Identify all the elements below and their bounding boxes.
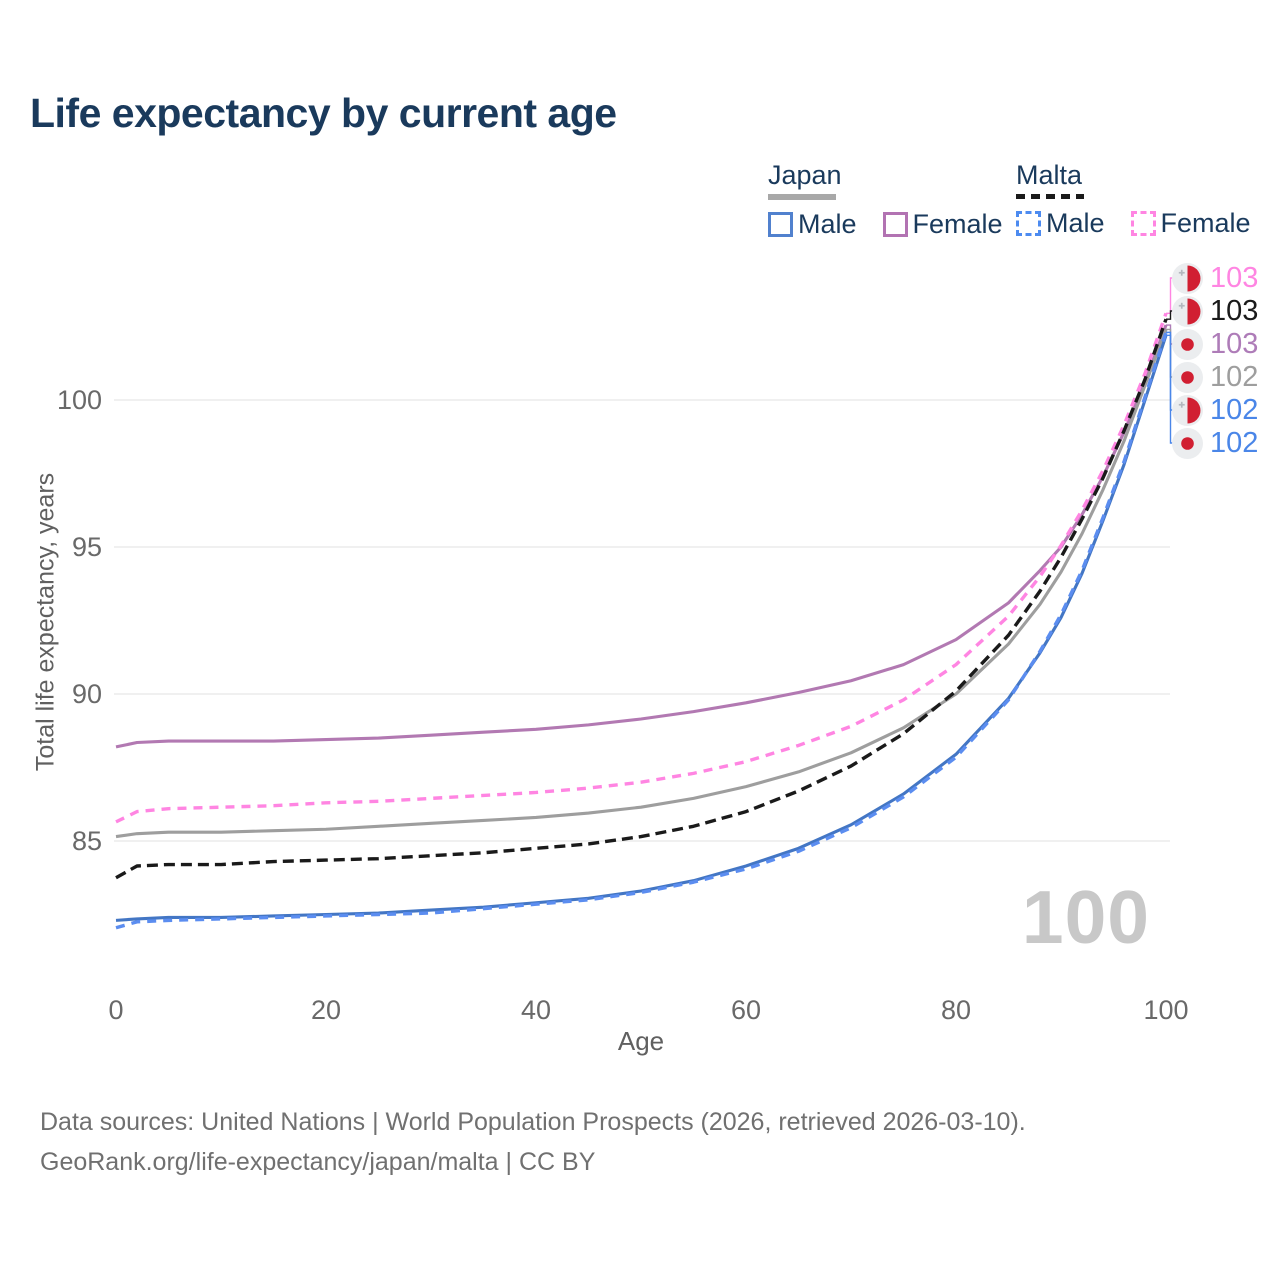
legend-malta-male[interactable]: Male [1016, 208, 1105, 239]
malta-total-line-swatch [1016, 194, 1084, 199]
end-label-row: 103 [1172, 261, 1258, 295]
chart-title: Life expectancy by current age [30, 90, 617, 136]
legend-malta-label: Malta [1016, 160, 1083, 190]
series-line-malta-female[interactable] [115, 312, 1168, 824]
legend-japan-female-label: Female [912, 209, 1003, 239]
legend-japan-label: Japan [768, 160, 842, 190]
malta-flag-icon [1172, 295, 1203, 327]
series-line-malta-total[interactable] [115, 318, 1168, 880]
malta-female-swatch-icon [1130, 211, 1156, 236]
x-tick-label-100: 100 [1143, 995, 1189, 1025]
malta-flag-badge [1172, 394, 1203, 426]
end-label-row: 102 [1172, 360, 1258, 394]
end-value-malta-female: 103 [1210, 261, 1259, 294]
x-axis-label: Age [617, 1026, 665, 1056]
age-watermark: 100 [1021, 875, 1150, 959]
japan-flag-badge [1172, 361, 1203, 393]
legend-japan-male[interactable]: Male [768, 209, 857, 240]
x-tick-label-0: 0 [108, 995, 124, 1025]
x-tick-label-20: 20 [310, 995, 342, 1025]
legend-malta-male-label: Male [1046, 208, 1105, 238]
japan-flag-badge [1172, 328, 1203, 360]
legend-malta-female-label: Female [1160, 208, 1251, 238]
malta-flag-icon [1172, 262, 1203, 294]
japan-flag-icon [1172, 361, 1203, 393]
malta-flag-badge [1172, 295, 1203, 327]
legend-malta-female[interactable]: Female [1130, 208, 1251, 239]
malta-flag-icon [1172, 394, 1203, 426]
y-tick-label-95: 95 [71, 532, 102, 562]
end-value-japan-female: 103 [1210, 327, 1259, 360]
japan-flag-icon [1172, 427, 1203, 459]
legend-group-malta: Malta Male Female [1016, 160, 1251, 239]
end-value-japan-male: 102 [1210, 426, 1259, 459]
japan-total-line-swatch [768, 194, 836, 200]
end-value-japan-total: 102 [1210, 360, 1259, 393]
x-tick-label-60: 60 [730, 995, 762, 1025]
legend-group-japan: Japan Male Female [768, 160, 1003, 240]
end-label-row: 103 [1172, 294, 1258, 328]
japan-female-swatch-icon [882, 212, 908, 237]
legend-japan-female[interactable]: Female [882, 209, 1003, 240]
y-axis-label: Total life expectancy, years [31, 472, 60, 772]
x-tick-label-40: 40 [520, 995, 552, 1025]
y-tick-label-90: 90 [71, 679, 102, 709]
series-line-malta-male[interactable] [115, 331, 1168, 930]
series-line-japan-male[interactable] [115, 334, 1168, 922]
malta-male-swatch-icon [1016, 211, 1041, 236]
series-line-japan-total[interactable] [115, 328, 1168, 839]
legend-japan-male-label: Male [798, 209, 857, 239]
legend-malta-toggle[interactable]: Malta [1016, 160, 1084, 199]
malta-flag-badge [1172, 262, 1203, 294]
end-label-row: 102 [1172, 426, 1258, 460]
series-line-japan-female[interactable] [115, 324, 1168, 749]
japan-flag-icon [1172, 328, 1203, 360]
end-label-row: 102 [1172, 393, 1258, 427]
end-label-row: 103 [1172, 327, 1258, 361]
attribution-note: GeoRank.org/life-expectancy/japan/malta … [40, 1148, 596, 1176]
japan-flag-badge [1172, 427, 1203, 459]
end-value-malta-total: 103 [1210, 294, 1259, 327]
legend-japan-toggle[interactable]: Japan [768, 160, 842, 200]
x-tick-label-80: 80 [940, 995, 972, 1025]
end-value-malta-male: 102 [1210, 393, 1259, 426]
data-sources-note: Data sources: United Nations | World Pop… [40, 1108, 1026, 1136]
y-tick-label-85: 85 [71, 826, 102, 856]
y-tick-label-100: 100 [56, 385, 102, 415]
japan-male-swatch-icon [768, 212, 793, 237]
